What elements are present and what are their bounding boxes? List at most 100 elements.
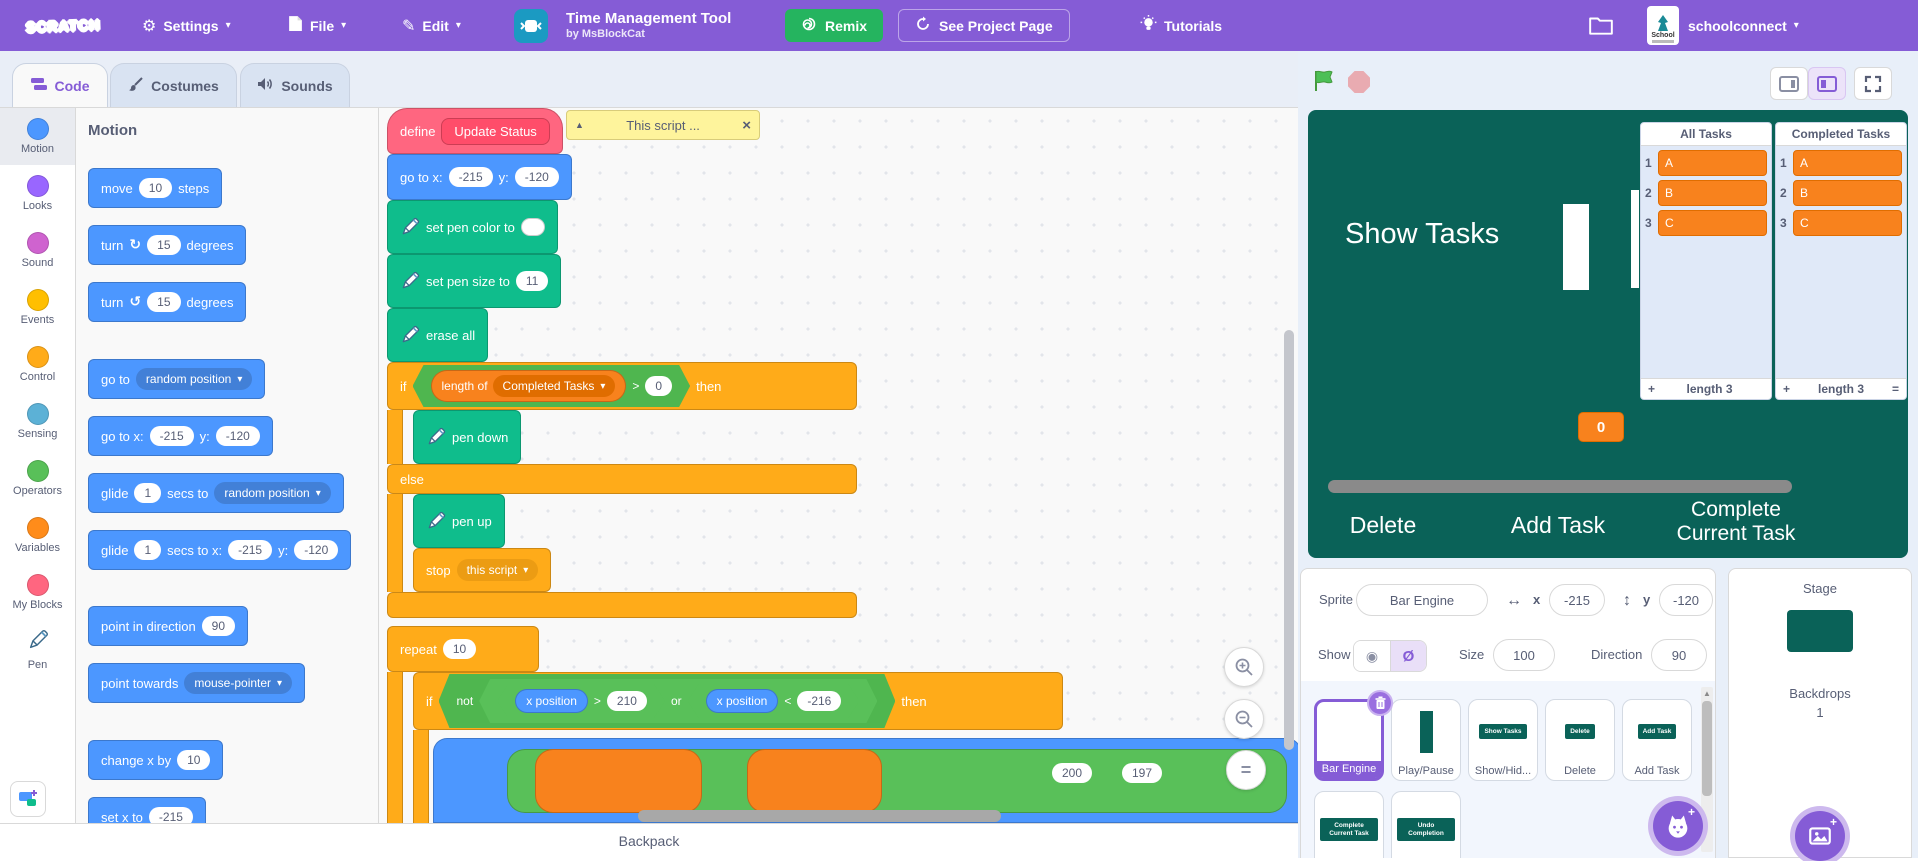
sprite-x-input[interactable]: -215 [1549,584,1605,616]
number-input[interactable]: -215 [448,167,493,187]
comment-collapse-icon[interactable]: ▲ [575,120,584,130]
zoom-reset-button[interactable]: = [1226,750,1266,790]
folder-icon[interactable] [1588,14,1614,41]
list-item-value[interactable]: C [1658,210,1767,236]
palette-block-7[interactable]: point in direction 90 [88,606,249,646]
show-sprite-button[interactable]: ◉ [1354,641,1390,671]
settings-menu[interactable]: ⚙ Settings ▾ [142,0,231,51]
palette-block-4[interactable]: go to x: -215 y: -120 [88,416,273,456]
list-item-value[interactable]: B [1658,180,1767,206]
number-input[interactable]: -120 [294,540,339,560]
number-input[interactable]: 10 [177,750,211,770]
avatar[interactable]: School [1647,6,1679,45]
category-control[interactable]: Control [0,336,75,393]
stop-sign-icon[interactable] [1348,71,1370,93]
script-block-11[interactable]: repeat 10 [387,626,539,672]
comment-close-icon[interactable]: × [742,116,751,134]
script-block-2[interactable]: set pen color to [387,200,558,254]
tab-costumes[interactable]: Costumes [110,63,237,107]
account-menu[interactable]: schoolconnect ▾ [1688,0,1799,51]
number-input[interactable]: 1 [134,540,162,560]
boolean-block[interactable]: length of Completed Tasks ▾ >0 [413,365,691,407]
boolean-block[interactable]: x position >210 or x position < -216 [479,679,877,723]
large-stage-layout-button[interactable] [1808,67,1846,100]
boolean-block[interactable]: x position < -216 [688,684,860,718]
color-swatch-input[interactable] [520,218,545,236]
list-monitor-all-tasks[interactable]: All Tasks 1 A 2 B 3 C + length 3 [1640,122,1772,400]
number-input[interactable]: 10 [442,639,477,659]
add-task-sprite-button[interactable]: Add Task [1510,512,1606,538]
fullscreen-button[interactable] [1854,67,1892,100]
number-input[interactable]: 1 [134,483,162,503]
dropdown-input[interactable]: random position ▾ [214,482,331,504]
script-comment[interactable]: ▲ This script ... × [566,110,760,140]
category-sound[interactable]: Sound [0,222,75,279]
sprite-tile-show-hid-[interactable]: Show Tasks Show/Hid... [1468,699,1538,781]
script-block-9[interactable]: stop this script ▾ [413,548,552,592]
reporter-block[interactable]: x position [515,689,588,713]
palette-block-2[interactable]: turn ↺ 15 degrees [88,282,247,322]
script-block-3[interactable]: set pen size to 11 [387,254,562,308]
palette-block-9[interactable]: change x by 10 [88,740,224,780]
sprite-tile-complete-current-task[interactable]: Complete Current Task [1314,791,1384,858]
number-input[interactable]: 0 [645,376,672,396]
delete-sprite-button[interactable]: Delete [1349,512,1417,538]
palette-block-1[interactable]: turn ↻ 15 degrees [88,225,247,265]
category-motion[interactable]: Motion [0,108,75,165]
dropdown-input[interactable]: this script ▾ [456,559,539,581]
horizontal-scrollbar[interactable] [638,810,1001,822]
backpack-bar[interactable]: Backpack [0,823,1298,858]
sprite-name-input[interactable]: Bar Engine [1356,584,1488,616]
palette-block-3[interactable]: go to random position ▾ [88,359,266,399]
sprite-size-input[interactable]: 100 [1493,639,1555,671]
list-add-item-button[interactable]: + [1783,382,1791,396]
dropdown-input[interactable]: Completed Tasks ▾ [493,375,616,397]
category-pen[interactable]: Pen [0,621,75,678]
add-sprite-button[interactable]: + [1653,801,1703,851]
list-resize-handle[interactable]: = [1891,382,1899,396]
category-my-blocks[interactable]: My Blocks [0,564,75,621]
palette-block-0[interactable]: move 10 steps [88,168,223,208]
tab-code[interactable]: Code [12,63,108,107]
code-canvas[interactable]: define Update Status go to x: -215 y: -120 set… [378,108,1298,823]
number-input[interactable]: 210 [607,691,647,711]
list-item-value[interactable]: A [1793,150,1902,176]
sprite-list-scrollbar[interactable]: ▲ [1701,687,1713,852]
script-block-6[interactable]: pen down [413,410,522,464]
zoom-out-button[interactable] [1224,699,1264,739]
list-item-value[interactable]: A [1658,150,1767,176]
number-input[interactable]: 200 [1052,763,1093,783]
sprite-tile-add-task[interactable]: Add Task Add Task [1622,699,1692,781]
palette-block-6[interactable]: glide 1 secs to x: -215 y: -120 [88,530,352,570]
number-input[interactable]: -120 [514,167,559,187]
script-block-10[interactable] [387,592,857,618]
stage-thumbnail[interactable] [1787,610,1853,652]
sprite-tile-play-pause[interactable]: Play/Pause [1391,699,1461,781]
number-input[interactable]: -215 [228,540,273,560]
custom-block-prototype[interactable]: Update Status [441,117,550,145]
add-backdrop-button[interactable]: + [1795,811,1845,861]
sprite-direction-input[interactable]: 90 [1651,639,1707,671]
script-block-5[interactable]: if length of Completed Tasks ▾ >0 then [387,362,857,410]
sprite-tile-delete[interactable]: Delete Delete [1545,699,1615,781]
tab-sounds[interactable]: Sounds [240,63,350,107]
category-variables[interactable]: Variables [0,507,75,564]
boolean-block[interactable]: x position >210 [497,684,665,718]
script-block-12[interactable]: if not x position >210 or x position < -216 then [413,672,1063,730]
stage[interactable]: Show Tasks All Tasks 1 A 2 B 3 C + length 3 Compl… [1308,110,1908,558]
list-item-value[interactable]: B [1793,180,1902,206]
palette-block-10[interactable]: set x to -215 [88,797,206,823]
hide-sprite-button[interactable]: Ø [1390,641,1426,671]
number-input[interactable]: 15 [147,235,181,255]
show-tasks-sprite[interactable]: Show Tasks [1345,218,1500,250]
file-menu[interactable]: File ▾ [288,0,346,51]
green-flag-icon[interactable] [1312,69,1336,98]
sprite-y-input[interactable]: -120 [1659,584,1713,616]
number-input[interactable]: -215 [149,426,194,446]
number-input[interactable]: 11 [515,271,549,291]
stage-selector-panel[interactable]: Stage Backdrops 1 + [1728,568,1912,861]
vertical-scrollbar[interactable] [1284,330,1294,750]
list-item-value[interactable]: C [1793,210,1902,236]
category-looks[interactable]: Looks [0,165,75,222]
sprite-tile-bar-engine[interactable]: Bar Engine [1314,690,1393,781]
